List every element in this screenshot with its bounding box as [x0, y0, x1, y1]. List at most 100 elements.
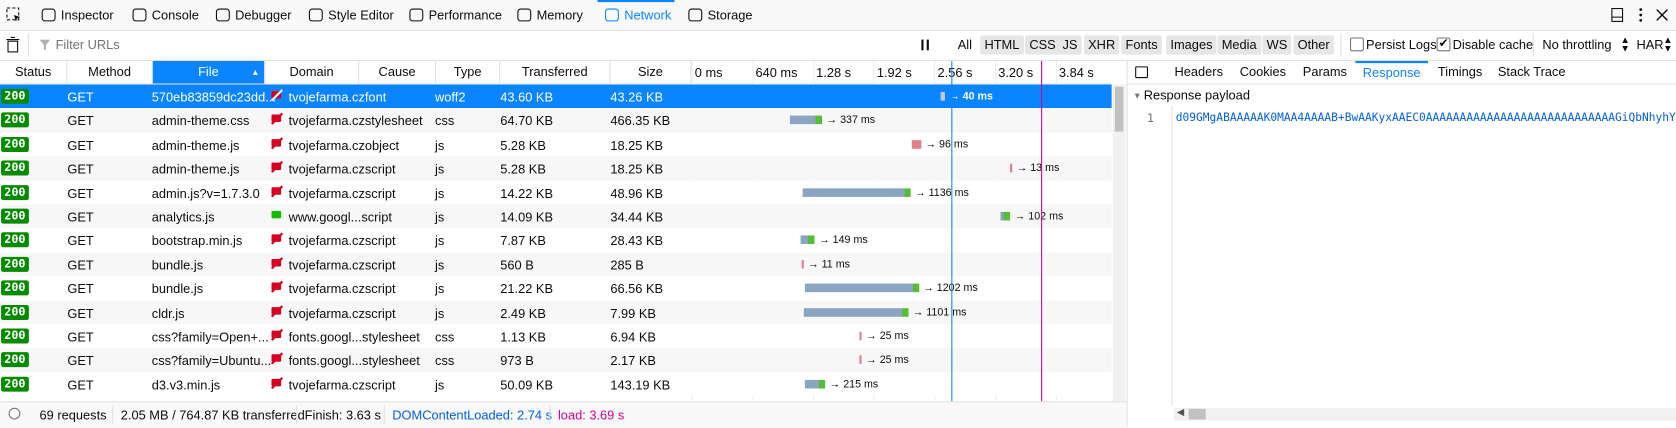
domain-cause: tvojefarma.czscript — [289, 186, 396, 201]
type-filter[interactable]: Fonts — [1121, 35, 1162, 55]
sidebar-tab[interactable]: Stack Trace — [1497, 64, 1566, 80]
tool-tab[interactable]: Style Editor — [328, 7, 394, 23]
timing-bar — [803, 307, 909, 317]
throttling-select[interactable]: No throttling — [1542, 37, 1612, 53]
request-row[interactable] — [0, 204, 1112, 229]
checkbox-label[interactable]: Disable cache — [1452, 37, 1534, 53]
size: 34.44 KB — [610, 209, 664, 225]
column-header[interactable]: Status — [0, 61, 68, 84]
h-scroll-thumb[interactable] — [1188, 408, 1206, 420]
select-arrow: ▲ ▼ — [1663, 34, 1673, 54]
request-row[interactable] — [0, 132, 1112, 157]
type: js — [435, 377, 445, 393]
request-row[interactable] — [0, 324, 1112, 349]
type-filter[interactable]: JS — [1058, 35, 1082, 55]
type-filter[interactable]: CSS — [1025, 35, 1060, 55]
column-header[interactable]: File — [152, 61, 266, 84]
pick-icon[interactable] — [5, 6, 22, 23]
type-filter[interactable]: Images — [1166, 35, 1217, 55]
tool-tab[interactable]: Debugger — [235, 7, 292, 23]
cause: object — [364, 137, 400, 153]
sidebar-tab[interactable]: Cookies — [1239, 64, 1287, 80]
domain: tvojefarma.cz — [288, 89, 365, 105]
sidebar-tab[interactable]: Timings — [1437, 64, 1483, 80]
type: css — [435, 329, 455, 345]
method: GET — [67, 185, 94, 201]
window-icons[interactable] — [1609, 6, 1673, 23]
select-arrow: ▲ ▼ — [1620, 34, 1630, 54]
sidebar-tab[interactable]: Response — [1355, 61, 1429, 83]
type-filter[interactable]: XHR — [1083, 35, 1120, 55]
sidebar-tab[interactable]: Params — [1302, 64, 1347, 80]
status-badge: 200 — [1, 232, 29, 248]
column-header[interactable]: Method — [67, 61, 153, 84]
size: 7.99 KB — [610, 305, 656, 321]
type-filter[interactable]: Other — [1293, 35, 1334, 55]
request-row[interactable] — [0, 156, 1112, 181]
type-filter[interactable]: HTML — [980, 35, 1024, 55]
status-badge: 200 — [1, 304, 29, 320]
trash-icon[interactable] — [5, 36, 20, 53]
type: js — [435, 185, 445, 201]
status-badge: 200 — [1, 352, 29, 368]
column-header[interactable]: Transferred — [500, 61, 611, 84]
tool-tab[interactable]: Memory — [536, 7, 583, 23]
timing-label: → 40 ms — [949, 90, 993, 103]
request-row[interactable] — [0, 300, 1112, 325]
tab-icon — [688, 8, 703, 22]
size: 6.94 KB — [610, 329, 656, 345]
timing-bar — [859, 355, 862, 365]
type-filter[interactable]: Media — [1217, 35, 1261, 55]
sidebar-tab[interactable]: Headers — [1174, 64, 1223, 80]
har-menu[interactable]: HAR — [1636, 37, 1664, 53]
request-row[interactable] — [0, 372, 1112, 397]
filter-input[interactable]: Filter URLs — [55, 37, 120, 53]
transferred: 1.13 KB — [500, 329, 546, 345]
sort-arrow: ▲ — [251, 67, 260, 78]
timing-bar — [800, 235, 815, 245]
timing-bar — [859, 331, 862, 341]
file: bundle.js — [151, 257, 204, 273]
transferred: 14.22 KB — [500, 185, 554, 201]
status-bar — [0, 401, 1127, 428]
checkbox[interactable]: ✔ — [1436, 37, 1451, 52]
cause: script — [364, 185, 396, 201]
cause: stylesheet — [364, 113, 423, 129]
file: bundle.js — [151, 281, 204, 297]
pause-icon[interactable] — [919, 39, 932, 52]
tool-tab[interactable]: Network — [624, 7, 672, 23]
timing-bar — [940, 92, 945, 101]
column-header[interactable]: Size — [610, 61, 692, 84]
transferred: 560 B — [500, 257, 534, 273]
transferred: 43.60 KB — [500, 89, 554, 105]
column-header[interactable]: Cause — [359, 61, 437, 84]
size: 28.43 KB — [610, 233, 664, 249]
file: analytics.js — [151, 209, 215, 225]
domain: tvojefarma.cz — [288, 377, 365, 393]
tool-tab[interactable]: Storage — [707, 7, 753, 23]
checkbox[interactable] — [1349, 37, 1364, 52]
column-header[interactable]: Domain — [265, 61, 360, 84]
request-row[interactable] — [0, 276, 1112, 301]
request-row[interactable] — [0, 180, 1112, 205]
checkbox-label[interactable]: Persist Logs — [1366, 37, 1437, 53]
column-header[interactable]: Type — [436, 61, 501, 84]
timing-bar — [790, 115, 823, 125]
security-icon — [271, 210, 282, 219]
request-row[interactable] — [0, 84, 1112, 109]
tool-tab[interactable]: Performance — [428, 7, 503, 23]
tool-tab[interactable]: Inspector — [60, 7, 114, 23]
type: js — [435, 209, 445, 225]
method: GET — [67, 113, 94, 129]
scroll-thumb[interactable] — [1114, 86, 1124, 132]
type-filter[interactable]: WS — [1262, 35, 1292, 55]
perf-icon[interactable] — [8, 407, 21, 420]
domain: tvojefarma.cz — [288, 257, 365, 273]
toggle-icon[interactable] — [1135, 66, 1148, 79]
domain: tvojefarma.cz — [288, 137, 365, 153]
type-filter[interactable]: All — [957, 37, 972, 53]
request-row[interactable] — [0, 252, 1112, 277]
domain: tvojefarma.cz — [288, 233, 365, 249]
domain-cause: fonts.googl...stylesheet — [289, 354, 420, 369]
tool-tab[interactable]: Console — [151, 7, 199, 23]
